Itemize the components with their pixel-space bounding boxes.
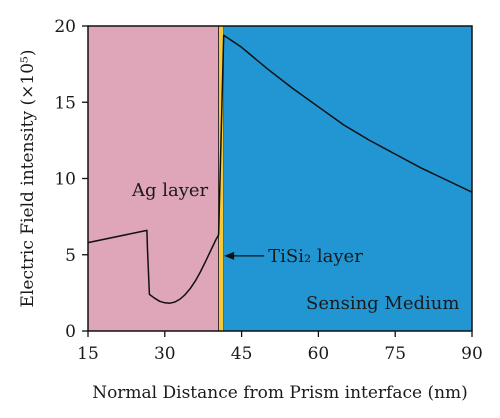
y-axis-title: Electric Field intensity (×10⁵) [18, 50, 38, 308]
x-tick-label: 15 [77, 344, 99, 364]
region-label-sensing: Sensing Medium [306, 293, 459, 314]
series-line [87, 34, 473, 304]
y-axis: 0 5 10 15 20 [54, 17, 88, 342]
y-tick-label: 20 [54, 17, 76, 37]
y-tick-label: 0 [65, 322, 76, 342]
region-sensing-medium [223, 26, 472, 331]
x-tick-label: 60 [308, 344, 330, 364]
y-tick-label: 10 [54, 170, 76, 190]
x-axis: 15 30 45 60 75 90 [77, 331, 483, 364]
x-axis-title: Normal Distance from Prism interface (nm… [92, 383, 468, 403]
layer-regions [88, 25, 472, 332]
annotation-tisi2-label: TiSi₂ layer [268, 246, 363, 267]
x-tick-label: 75 [384, 344, 406, 364]
x-tick-label: 30 [154, 344, 176, 364]
annotation-arrowhead [224, 251, 235, 260]
y-tick-label: 5 [65, 246, 76, 266]
region-label-ag: Ag layer [131, 180, 209, 201]
region-ag [88, 26, 219, 331]
x-tick-label: 90 [461, 344, 483, 364]
series-layer [87, 34, 473, 304]
x-tick-label: 45 [231, 344, 253, 364]
y-tick-label: 15 [54, 93, 76, 113]
